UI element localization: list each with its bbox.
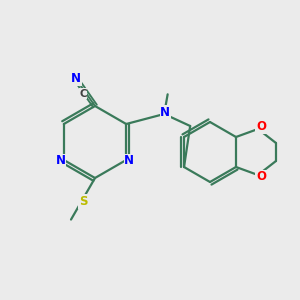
Text: N: N: [71, 73, 81, 85]
Text: N: N: [56, 154, 66, 167]
Text: O: O: [256, 170, 266, 184]
Text: C: C: [79, 88, 87, 98]
Text: N: N: [160, 106, 170, 118]
Text: O: O: [256, 121, 266, 134]
Text: S: S: [79, 195, 87, 208]
Text: N: N: [124, 154, 134, 167]
